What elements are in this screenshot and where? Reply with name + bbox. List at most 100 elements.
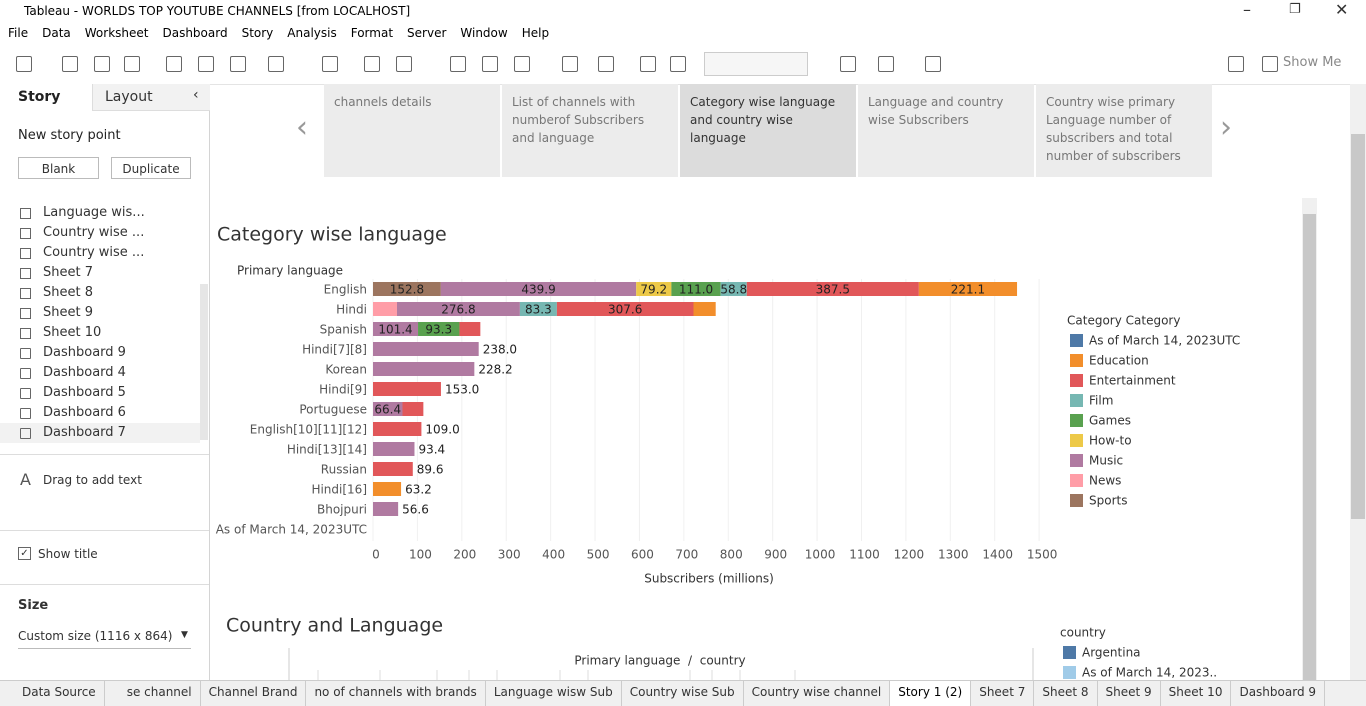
toolbar-icon[interactable] [124, 56, 140, 72]
toolbar-icon[interactable] [94, 56, 110, 72]
toolbar-icon[interactable] [322, 56, 338, 72]
sheet-tab[interactable]: Country wise channel [744, 681, 891, 706]
toolbar-icon[interactable] [562, 56, 578, 72]
menu-item[interactable]: Story [241, 26, 274, 40]
value-label: 152.8 [390, 283, 424, 297]
sheet-item[interactable]: Sheet 8 [43, 285, 93, 300]
menu-item[interactable]: Dashboard [162, 26, 228, 40]
toolbar-icon[interactable] [514, 56, 530, 72]
sheet-tab[interactable]: Sheet 7 [971, 681, 1035, 706]
menu-item[interactable]: File [8, 26, 29, 40]
toolbar-icon[interactable] [598, 56, 614, 72]
menu-item[interactable]: Data [42, 26, 71, 40]
menu-item[interactable]: Server [407, 26, 447, 40]
sheet-tab[interactable]: Data Source [0, 681, 105, 706]
drag-text[interactable]: Drag to add text [43, 473, 142, 487]
button[interactable]: Blank [18, 157, 99, 179]
minimize[interactable]: – [1243, 0, 1251, 19]
toolbar-icon[interactable] [450, 56, 466, 72]
toolbar-icon[interactable] [1228, 56, 1244, 72]
scrollbar[interactable] [1302, 198, 1317, 680]
toolbar-icon[interactable] [840, 56, 856, 72]
legend-swatch [1070, 494, 1083, 507]
legend-entry: Sports [1089, 494, 1127, 508]
menu-item[interactable]: Analysis [287, 26, 337, 40]
close[interactable]: ✕ [1335, 0, 1349, 19]
toolbar-icon[interactable] [482, 56, 498, 72]
checkbox[interactable]: ✓ [18, 547, 31, 560]
sheet-tab[interactable]: se channel [119, 681, 201, 706]
toolbar-icon[interactable] [198, 56, 214, 72]
bar-segment [519, 302, 557, 316]
value-label: 101.4 [378, 323, 412, 337]
menu-item[interactable]: Help [521, 26, 550, 40]
bar-segment [556, 302, 694, 316]
sheet-item[interactable]: Sheet 10 [43, 325, 102, 340]
story-point[interactable]: channels details [324, 84, 500, 177]
sheet-tab[interactable]: Story 1 (2) [890, 681, 972, 706]
menu-item[interactable]: Window [460, 26, 508, 40]
scrollbar[interactable] [200, 284, 208, 440]
toolbar-icon[interactable] [268, 56, 284, 72]
toolbar-icon[interactable] [16, 56, 32, 72]
sheet-item[interactable]: Country wise ... [43, 245, 145, 260]
toolbar-icon[interactable] [1262, 56, 1278, 72]
sheet-icon [20, 228, 31, 239]
menu-item[interactable]: Format [350, 26, 394, 40]
sheet-item[interactable]: Dashboard 7 [43, 425, 126, 440]
toolbar-icon[interactable] [396, 56, 412, 72]
sheet-tab[interactable]: Country wise Sub [622, 681, 744, 706]
story-point[interactable]: Language and country wise Subscribers [858, 84, 1034, 177]
toolbar-icon[interactable] [670, 56, 686, 72]
next[interactable]: › [1220, 110, 1232, 145]
sheet-tab[interactable]: no of channels with brands [306, 681, 486, 706]
sheet-tab[interactable]: Sheet 10 [1161, 681, 1232, 706]
value-label: 93.4 [418, 443, 445, 457]
sheet-item[interactable]: Dashboard 9 [43, 345, 126, 360]
dropdown[interactable] [704, 52, 808, 76]
bar-segment [373, 462, 413, 476]
sheet-item[interactable]: Sheet 9 [43, 305, 93, 320]
sheet-item[interactable]: Dashboard 6 [43, 405, 126, 420]
sheet-tab[interactable]: Sheet 8 [1034, 681, 1098, 706]
menu-item[interactable]: Worksheet [84, 26, 149, 40]
toolbar-icon[interactable] [925, 56, 941, 72]
toolbar-icon[interactable] [230, 56, 246, 72]
prev[interactable]: ‹ [296, 110, 308, 145]
size-dropdown[interactable]: Custom size (1116 x 864) ▼ [18, 628, 191, 649]
sheet-tab[interactable]: Language wisw Sub [486, 681, 622, 706]
story-point[interactable]: Country wise primary Language number of … [1036, 84, 1212, 177]
sheet-item[interactable]: Dashboard 4 [43, 365, 126, 380]
sheet-item[interactable]: Country wise ... [43, 225, 145, 240]
legend-swatch [1070, 374, 1083, 387]
button[interactable]: Duplicate [111, 157, 191, 179]
bar-segment [373, 402, 403, 416]
sheet-tab[interactable]: Sheet 9 [1098, 681, 1161, 706]
sheet-icon [20, 248, 31, 259]
story-tab[interactable]: Story [0, 84, 92, 112]
toolbar-icon[interactable] [878, 56, 894, 72]
show-me[interactable]: Show Me [1283, 55, 1342, 70]
restore[interactable]: ❐ [1289, 2, 1301, 17]
scrollbar[interactable] [1350, 84, 1366, 680]
toolbar-icon[interactable] [166, 56, 182, 72]
sheet-tab[interactable]: Dashboard 9 [1231, 681, 1326, 706]
toolbar-icon[interactable] [640, 56, 656, 72]
sheet-item[interactable]: Dashboard 5 [43, 385, 126, 400]
legend-swatch [1070, 414, 1083, 427]
bar-segment [720, 282, 747, 296]
sheet-item[interactable]: Language wis... [43, 205, 145, 220]
layout-tab[interactable]: Layout ‹ [92, 84, 210, 111]
side-panel: Story Layout ‹ New story point Language w… [0, 84, 210, 680]
toolbar-icon[interactable] [364, 56, 380, 72]
sheet-item[interactable]: Sheet 7 [43, 265, 93, 280]
toolbar-icon[interactable] [62, 56, 78, 72]
sheet-header: Primary language / country [574, 654, 745, 668]
legend-entry: As of March 14, 2023.. [1082, 666, 1217, 680]
story-point[interactable]: List of channels with numberof Subscribe… [502, 84, 678, 177]
bar-segment [373, 422, 422, 436]
arrow: ▼ [181, 630, 188, 640]
story-point[interactable]: Category wise language and country wise … [680, 84, 856, 177]
collapse[interactable]: ‹ [193, 87, 199, 103]
sheet-tab[interactable]: Channel Brand [201, 681, 307, 706]
